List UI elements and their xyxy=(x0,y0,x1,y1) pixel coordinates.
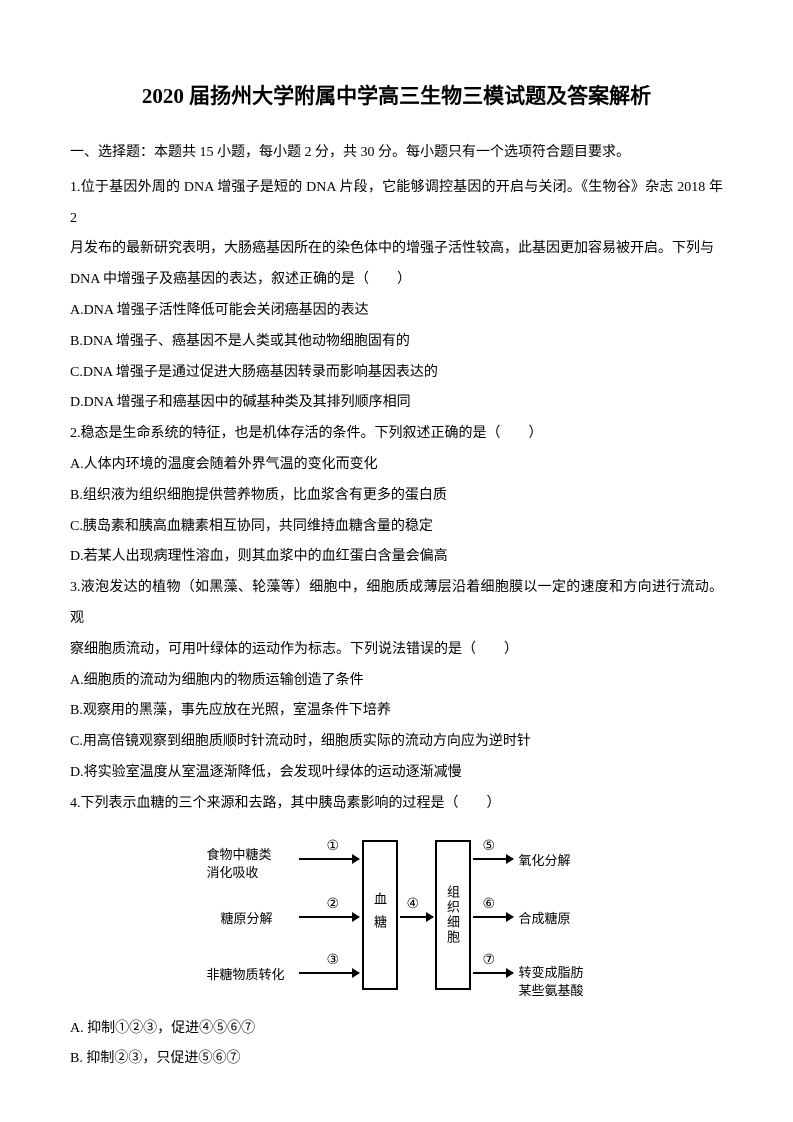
num-1: ① xyxy=(327,838,340,855)
label-synth-glycogen: 合成糖原 xyxy=(519,908,571,927)
q1-optD: D.DNA 增强子和癌基因中的碱基种类及其排列顺序相同 xyxy=(70,388,723,419)
label-digest-absorb: 消化吸收 xyxy=(207,862,259,881)
q3-optD: D.将实验室温度从室温逐渐降低，会发现叶绿体的运动逐渐减慢 xyxy=(70,758,723,789)
q1-optB: B.DNA 增强子、癌基因不是人类或其他动物细胞固有的 xyxy=(70,327,723,358)
arrow-3 xyxy=(299,972,359,974)
q4-optB: B. 抑制②③，只促进⑤⑥⑦ xyxy=(70,1044,723,1075)
box-tissue-cell-text: 组织细胞 xyxy=(443,885,462,945)
q1-optC: C.DNA 增强子是通过促进大肠癌基因转录而影响基因表达的 xyxy=(70,358,723,389)
box-blood-sugar: 血糖 xyxy=(362,840,398,990)
q2-optA: A.人体内环境的温度会随着外界气温的变化而变化 xyxy=(70,450,723,481)
num-2: ② xyxy=(327,896,340,913)
arrow-4 xyxy=(400,916,433,918)
q1-optA: A.DNA 增强子活性降低可能会关闭癌基因的表达 xyxy=(70,296,723,327)
q4-diagram: 食物中糖类 消化吸收 糖原分解 非糖物质转化 ① ② ③ 血糖 ④ 组织细胞 ⑤… xyxy=(70,828,723,1008)
q3-optC: C.用高倍镜观察到细胞质顺时针流动时，细胞质实际的流动方向应为逆时针 xyxy=(70,727,723,758)
num-6: ⑥ xyxy=(483,896,496,913)
num-4: ④ xyxy=(407,896,420,913)
q3-line1: 3.液泡发达的植物（如黑藻、轮藻等）细胞中，细胞质成薄层沿着细胞膜以一定的速度和… xyxy=(70,573,723,635)
arrow-7 xyxy=(473,972,513,974)
q2-optB: B.组织液为组织细胞提供营养物质，比血浆含有更多的蛋白质 xyxy=(70,481,723,512)
q2-line1: 2.稳态是生命系统的特征，也是机体存活的条件。下列叙述正确的是（ ） xyxy=(70,419,723,450)
label-amino-acid: 某些氨基酸 xyxy=(519,980,584,999)
q2-optC: C.胰岛素和胰高血糖素相互协同，共同维持血糖含量的稳定 xyxy=(70,512,723,543)
label-oxidation: 氧化分解 xyxy=(519,850,571,869)
q4-optA: A. 抑制①②③，促进④⑤⑥⑦ xyxy=(70,1014,723,1045)
box-tissue-cell: 组织细胞 xyxy=(435,840,471,990)
q2-optD: D.若某人出现病理性溶血，则其血浆中的血红蛋白含量会偏高 xyxy=(70,542,723,573)
label-nonsugar: 非糖物质转化 xyxy=(207,964,285,983)
q3-optB: B.观察用的黑藻，事先应放在光照，室温条件下培养 xyxy=(70,696,723,727)
num-7: ⑦ xyxy=(483,952,496,969)
q1-line2: 月发布的最新研究表明，大肠癌基因所在的染色体中的增强子活性较高，此基因更加容易被… xyxy=(70,234,723,265)
num-5: ⑤ xyxy=(483,838,496,855)
label-food-sugar: 食物中糖类 xyxy=(207,844,272,863)
arrow-2 xyxy=(299,916,359,918)
q1-line1: 1.位于基因外周的 DNA 增强子是短的 DNA 片段，它能够调控基因的开启与关… xyxy=(70,173,723,235)
label-to-fat: 转变成脂肪 xyxy=(519,962,584,981)
arrow-6 xyxy=(473,916,513,918)
q3-optA: A.细胞质的流动为细胞内的物质运输创造了条件 xyxy=(70,666,723,697)
num-3: ③ xyxy=(327,952,340,969)
q4-line1: 4.下列表示血糖的三个来源和去路，其中胰岛素影响的过程是（ ） xyxy=(70,789,723,820)
label-glycogen-break: 糖原分解 xyxy=(221,908,273,927)
arrow-1 xyxy=(299,858,359,860)
page-title: 2020 届扬州大学附属中学高三生物三模试题及答案解析 xyxy=(70,80,723,110)
section-heading: 一、选择题：本题共 15 小题，每小题 2 分，共 30 分。每小题只有一个选项… xyxy=(70,138,723,169)
q3-line2: 察细胞质流动，可用叶绿体的运动作为标志。下列说法错误的是（ ） xyxy=(70,635,723,666)
arrow-5 xyxy=(473,858,513,860)
q1-line3: DNA 中增强子及癌基因的表达，叙述正确的是（ ） xyxy=(70,265,723,296)
